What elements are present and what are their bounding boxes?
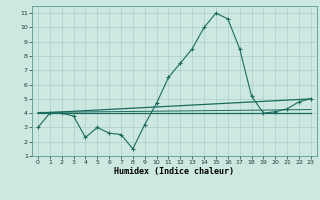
X-axis label: Humidex (Indice chaleur): Humidex (Indice chaleur) — [115, 167, 234, 176]
